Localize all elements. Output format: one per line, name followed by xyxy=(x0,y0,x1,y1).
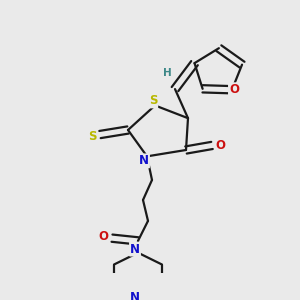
Text: O: O xyxy=(215,139,225,152)
Text: N: N xyxy=(130,291,140,300)
Text: S: S xyxy=(88,130,96,143)
Text: N: N xyxy=(130,243,140,256)
Text: O: O xyxy=(98,230,108,243)
Text: O: O xyxy=(229,83,239,96)
Text: H: H xyxy=(163,68,171,78)
Text: N: N xyxy=(139,154,149,167)
Text: S: S xyxy=(149,94,157,107)
